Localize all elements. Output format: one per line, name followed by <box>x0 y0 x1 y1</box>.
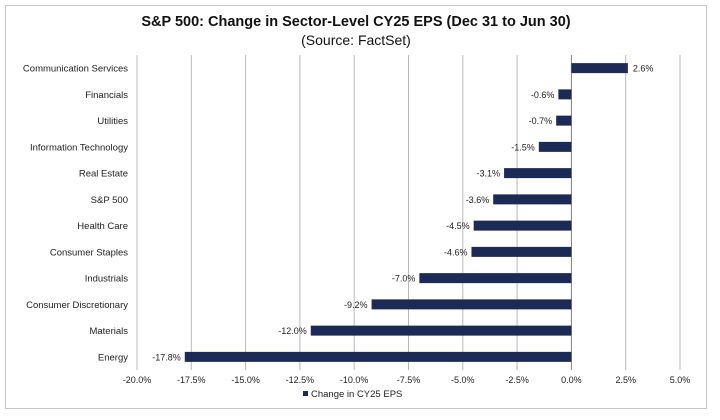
x-tick-label: 5.0% <box>670 375 691 385</box>
legend-swatch <box>303 391 308 396</box>
bar <box>419 273 572 284</box>
bar <box>558 89 572 100</box>
category-label: S&P 500 <box>91 195 128 206</box>
data-label: 2.6% <box>633 64 654 74</box>
data-label: -7.0% <box>392 274 416 284</box>
category-label: Communication Services <box>23 64 128 75</box>
gridlines <box>136 55 681 370</box>
data-label: -1.5% <box>511 142 535 152</box>
category-label: Utilities <box>97 116 128 127</box>
legend: Change in CY25 EPS <box>303 389 402 400</box>
x-tick-labels: -20.0% -17.5% -15.0% -12.5% -10.0% -7.5% -5.0%… <box>123 375 691 385</box>
bar <box>556 115 572 126</box>
category-label: Health Care <box>77 221 128 232</box>
data-label: -4.5% <box>446 221 470 231</box>
bars <box>184 63 628 362</box>
bar <box>471 246 572 257</box>
x-tick-label: -7.5% <box>397 375 421 385</box>
data-label: -3.1% <box>477 169 501 179</box>
category-label: Financials <box>85 90 128 101</box>
category-label: Industrials <box>85 274 129 285</box>
chart-title: S&P 500: Change in Sector-Level CY25 EPS… <box>141 14 571 30</box>
category-labels: Communication Services Financials Utilitie… <box>23 64 128 364</box>
data-label: -0.6% <box>531 90 555 100</box>
bar <box>473 220 572 231</box>
x-tick-label: -10.0% <box>340 375 369 385</box>
x-tick-label: -12.5% <box>286 375 315 385</box>
bar <box>538 141 572 152</box>
category-label: Energy <box>98 352 128 363</box>
data-labels: 2.6% -0.6% -0.7% -1.5% -3.1% -3.6% -4.5% -4.6% -… <box>152 64 653 363</box>
category-label: Information Technology <box>30 142 128 153</box>
x-tick-label: -15.0% <box>231 375 260 385</box>
data-label: -9.2% <box>344 300 368 310</box>
bar <box>493 194 572 205</box>
category-label: Real Estate <box>79 169 128 180</box>
category-label: Consumer Discretionary <box>26 300 128 311</box>
data-label: -0.7% <box>529 116 553 126</box>
category-label: Consumer Staples <box>50 247 128 258</box>
data-label: -4.6% <box>444 247 468 257</box>
x-tick-label: -17.5% <box>177 375 206 385</box>
x-tick-label: -5.0% <box>451 375 475 385</box>
bar <box>310 325 572 336</box>
x-tick-label: 0.0% <box>561 375 582 385</box>
data-label: -3.6% <box>466 195 490 205</box>
x-tick-label: -20.0% <box>123 375 152 385</box>
category-label: Materials <box>89 326 128 337</box>
data-label: -17.8% <box>152 352 181 362</box>
bar <box>571 63 628 74</box>
legend-label: Change in CY25 EPS <box>311 389 402 400</box>
data-label: -12.0% <box>278 326 307 336</box>
bar <box>184 351 572 362</box>
x-tick-label: -2.5% <box>505 375 529 385</box>
bar <box>371 299 572 310</box>
bar <box>504 168 572 179</box>
chart-subtitle: (Source: FactSet) <box>301 32 411 48</box>
x-tick-label: 2.5% <box>615 375 636 385</box>
